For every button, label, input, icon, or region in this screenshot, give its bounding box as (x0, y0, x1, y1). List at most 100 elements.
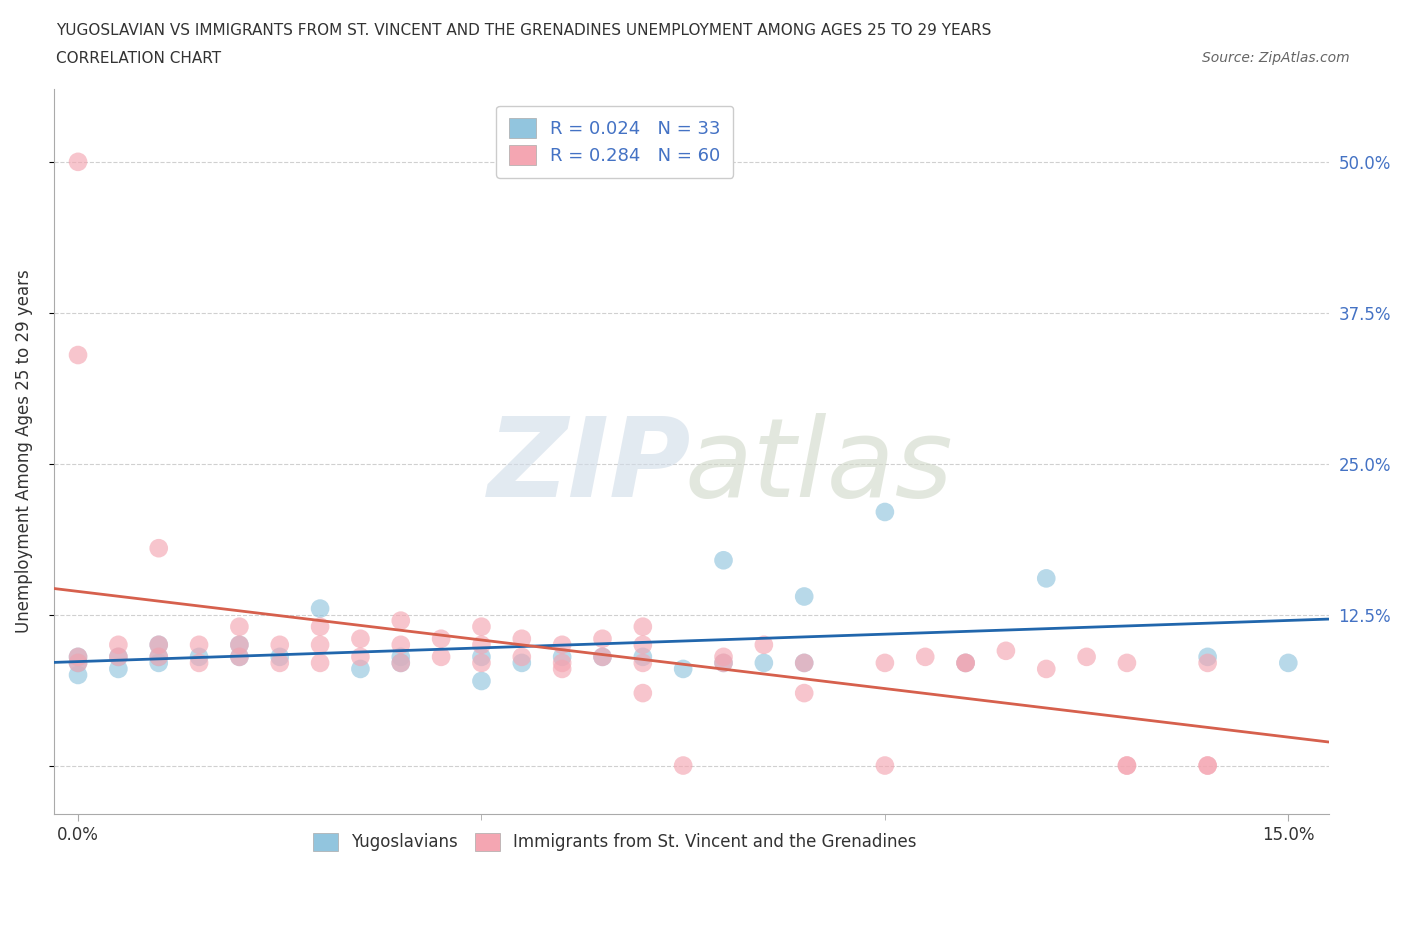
Point (470, 637, 492, 652)
Point (1116, 656, 1139, 671)
Point (67, 649, 90, 664)
Point (470, 673, 492, 688)
Point (470, 656, 492, 671)
Text: CORRELATION CHART: CORRELATION CHART (56, 51, 221, 66)
Point (269, 656, 291, 671)
Point (793, 656, 815, 671)
Point (713, 656, 735, 671)
Point (107, 649, 129, 664)
Point (551, 637, 574, 652)
Point (228, 649, 250, 664)
Point (188, 637, 211, 652)
Point (67, 656, 90, 671)
Point (148, 656, 170, 671)
Point (228, 637, 250, 652)
Point (148, 649, 170, 664)
Point (551, 661, 574, 676)
Point (510, 631, 533, 646)
Point (592, 649, 614, 664)
Point (955, 656, 977, 671)
Point (752, 637, 775, 652)
Point (389, 656, 412, 671)
Point (228, 637, 250, 652)
Point (107, 661, 129, 676)
Point (389, 649, 412, 664)
Point (67, 348, 90, 363)
Point (148, 637, 170, 652)
Point (1197, 649, 1219, 664)
Point (1197, 656, 1219, 671)
Point (148, 637, 170, 652)
Point (228, 649, 250, 664)
Point (430, 649, 453, 664)
Point (672, 661, 695, 676)
Point (631, 619, 654, 634)
Point (1197, 758, 1219, 773)
Point (713, 656, 735, 671)
Point (592, 631, 614, 646)
Point (269, 637, 291, 652)
Point (349, 661, 371, 676)
Text: YUGOSLAVIAN VS IMMIGRANTS FROM ST. VINCENT AND THE GRENADINES UNEMPLOYMENT AMONG: YUGOSLAVIAN VS IMMIGRANTS FROM ST. VINCE… (56, 23, 991, 38)
Point (631, 649, 654, 664)
Point (672, 758, 695, 773)
Point (470, 649, 492, 664)
Point (228, 619, 250, 634)
Point (349, 649, 371, 664)
Point (631, 637, 654, 652)
Point (873, 505, 896, 520)
Point (389, 637, 412, 652)
Point (713, 552, 735, 567)
Point (793, 685, 815, 700)
Point (349, 631, 371, 646)
Point (309, 637, 332, 652)
Point (631, 685, 654, 700)
Point (188, 649, 211, 664)
Point (67, 668, 90, 683)
Point (955, 656, 977, 671)
Point (955, 656, 977, 671)
Point (1116, 758, 1139, 773)
Point (107, 649, 129, 664)
Point (148, 540, 170, 555)
Point (793, 589, 815, 604)
Point (430, 631, 453, 646)
Point (873, 758, 896, 773)
Point (510, 656, 533, 671)
Point (1116, 758, 1139, 773)
Point (631, 656, 654, 671)
Point (1197, 758, 1219, 773)
Point (389, 656, 412, 671)
Point (309, 619, 332, 634)
Point (309, 601, 332, 616)
Point (994, 644, 1017, 658)
Point (551, 656, 574, 671)
Point (1277, 656, 1299, 671)
Point (592, 649, 614, 664)
Point (713, 649, 735, 664)
Text: Source: ZipAtlas.com: Source: ZipAtlas.com (1202, 51, 1350, 65)
Y-axis label: Unemployment Among Ages 25 to 29 years: Unemployment Among Ages 25 to 29 years (15, 270, 32, 633)
Point (1035, 661, 1057, 676)
Point (793, 656, 815, 671)
Text: ZIP: ZIP (488, 413, 690, 520)
Point (1035, 571, 1057, 586)
Text: atlas: atlas (685, 413, 953, 520)
Point (67, 154, 90, 169)
Point (752, 656, 775, 671)
Point (873, 656, 896, 671)
Point (551, 649, 574, 664)
Point (309, 656, 332, 671)
Point (67, 656, 90, 671)
Point (67, 649, 90, 664)
Point (148, 649, 170, 664)
Legend: Yugoslavians, Immigrants from St. Vincent and the Grenadines: Yugoslavians, Immigrants from St. Vincen… (305, 825, 925, 860)
Point (188, 656, 211, 671)
Point (107, 637, 129, 652)
Point (1076, 649, 1098, 664)
Point (914, 649, 936, 664)
Point (470, 619, 492, 634)
Point (389, 613, 412, 628)
Point (510, 649, 533, 664)
Point (269, 649, 291, 664)
